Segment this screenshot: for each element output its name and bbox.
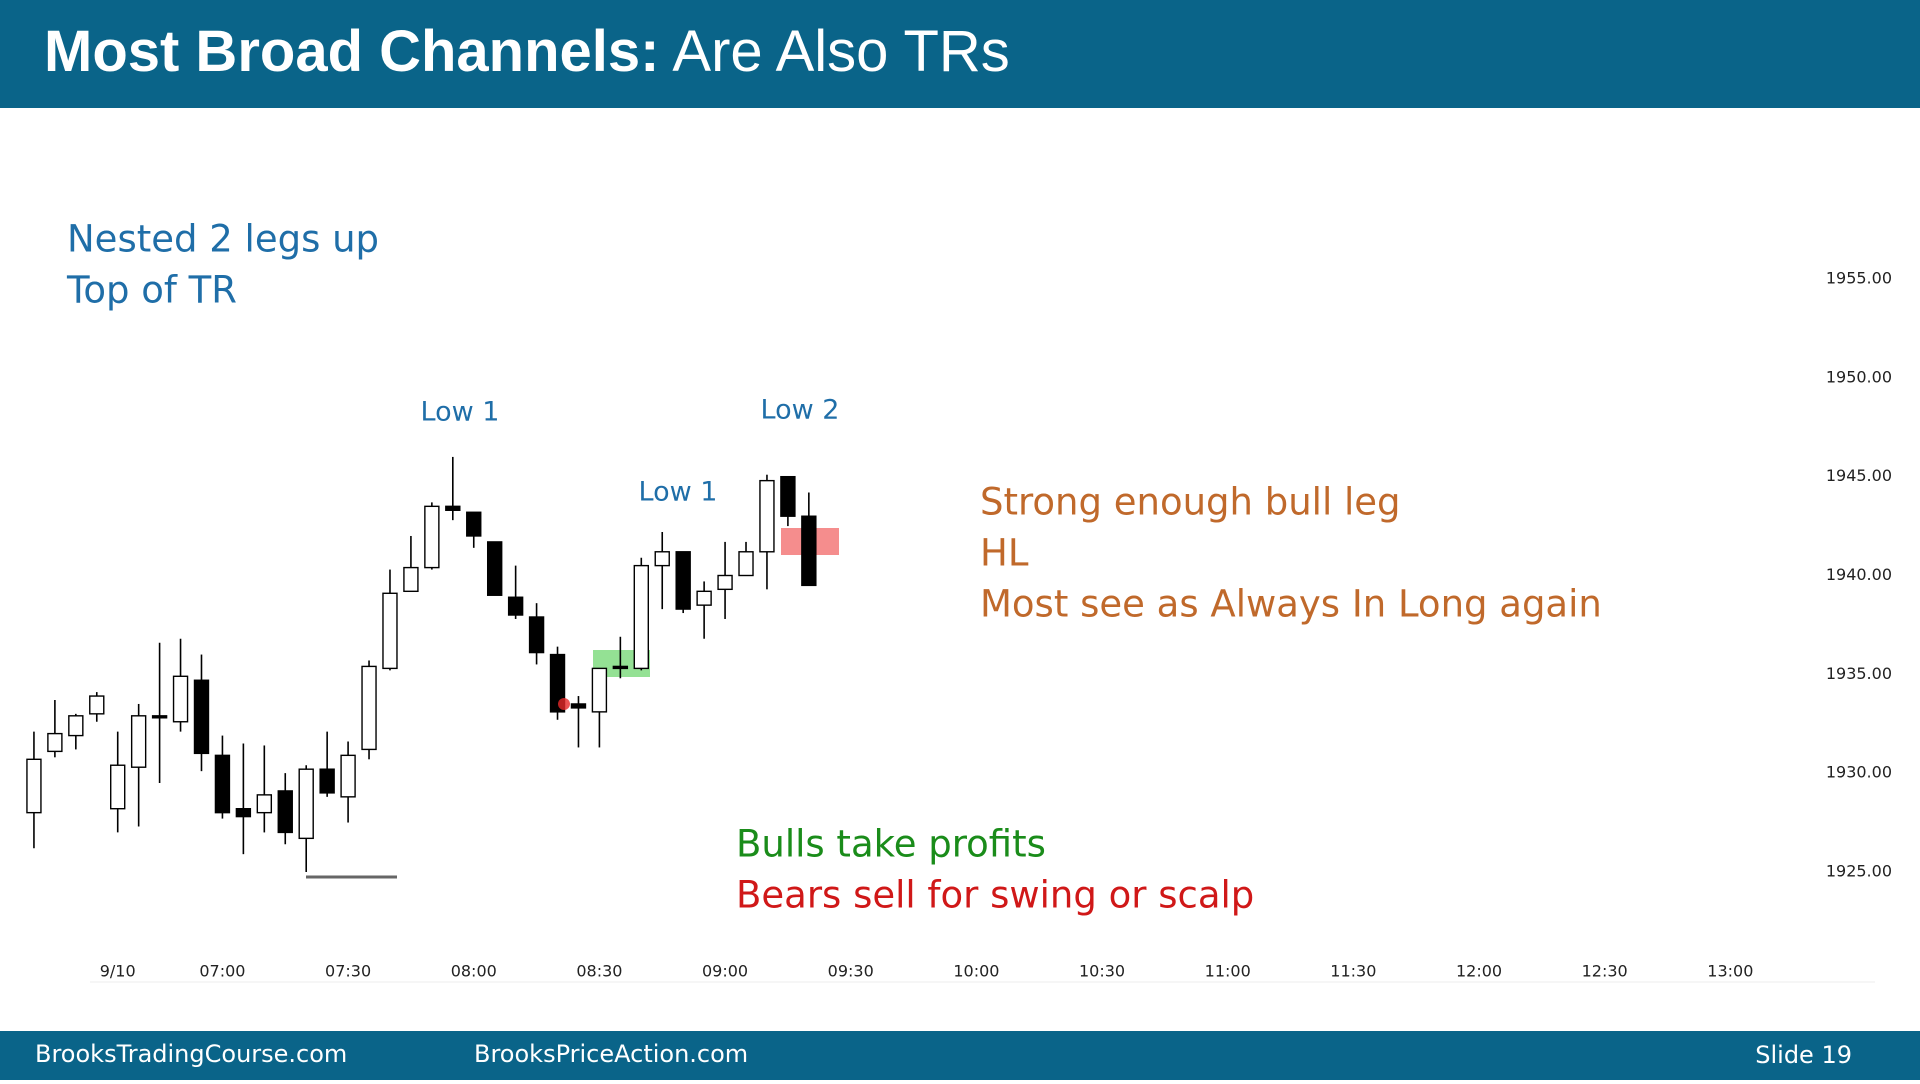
footer-bar	[0, 1031, 1920, 1080]
candle-body	[382, 592, 398, 670]
y-tick-label: 1925.00	[1826, 861, 1892, 880]
y-tick-label: 1940.00	[1826, 565, 1892, 584]
candle-body	[193, 679, 210, 755]
candle-body	[26, 758, 42, 814]
candle-body	[340, 754, 356, 798]
y-tick-label: 1935.00	[1826, 664, 1892, 683]
annotation: Nested 2 legs up	[67, 218, 379, 261]
x-tick-label: 10:00	[953, 962, 999, 981]
candle-body	[486, 541, 503, 596]
header-bar	[0, 0, 1920, 108]
x-tick-label: 12:30	[1582, 962, 1628, 981]
annotation: Strong enough bull leg	[980, 481, 1401, 524]
x-tick-label: 09:00	[702, 962, 748, 981]
y-tick-label: 1945.00	[1826, 466, 1892, 485]
candle-body	[361, 665, 377, 751]
x-tick-label: 07:30	[325, 962, 371, 981]
candle-body	[717, 574, 733, 591]
candle-body	[172, 675, 189, 723]
annotation: Bears sell for swing or scalp	[736, 874, 1254, 917]
footer-middle: BrooksPriceAction.com	[474, 1040, 748, 1068]
y-tick-label: 1930.00	[1826, 763, 1892, 782]
slide-title: Most Broad Channels: Are Also TRs	[44, 19, 1010, 84]
y-tick-label: 1955.00	[1826, 269, 1892, 288]
x-tick-label: 10:30	[1079, 962, 1125, 981]
title-regular: Are Also TRs	[672, 19, 1009, 84]
candle-body	[89, 695, 105, 715]
candle-body	[235, 808, 252, 818]
candle-body	[110, 764, 126, 810]
annotation: Top of TR	[66, 269, 237, 312]
footer-left: BrooksTradingCourse.com	[35, 1040, 347, 1068]
candle-body	[319, 768, 335, 794]
candle-body	[507, 596, 524, 616]
candle-body	[214, 754, 231, 814]
candle-body	[549, 653, 566, 713]
candle-body	[696, 590, 712, 606]
y-tick-label: 1950.00	[1826, 367, 1892, 386]
x-tick-label: 09:30	[828, 962, 874, 981]
candle-body	[130, 715, 147, 768]
candle-body	[591, 667, 608, 713]
x-tick-label: 9/10	[100, 962, 136, 981]
candle-body	[675, 551, 691, 610]
x-tick-label: 13:00	[1707, 962, 1753, 981]
candle-body	[466, 511, 482, 537]
plot: 1925.00 1930.00 1935.00 1940.00 1945.00 1950.…	[26, 218, 1896, 981]
candle-body	[277, 790, 293, 834]
candle-body	[801, 515, 817, 587]
slide-number: Slide 19	[1755, 1041, 1852, 1069]
annotation: Bulls take profits	[736, 823, 1046, 866]
candle-body	[570, 703, 587, 709]
annotation: Low 1	[639, 477, 718, 508]
cursor-dot	[558, 698, 570, 710]
candle-body	[528, 616, 545, 654]
x-tick-label: 11:00	[1205, 962, 1251, 981]
candle-body	[612, 665, 629, 670]
candle-body	[403, 566, 419, 593]
candle-body	[424, 505, 440, 569]
annotation: Most see as Always In Long again	[980, 583, 1602, 626]
candle-body	[780, 475, 796, 517]
candle-body	[633, 564, 649, 670]
x-tick-label: 08:30	[576, 962, 622, 981]
candle-body	[47, 732, 63, 753]
candle-body	[68, 715, 84, 737]
candle-body	[759, 479, 775, 553]
candle-body	[151, 715, 168, 719]
x-tick-label: 11:30	[1330, 962, 1376, 981]
annotation: Low 2	[761, 395, 840, 426]
annotation: HL	[980, 532, 1029, 575]
candle-body	[445, 505, 461, 511]
x-tick-label: 08:00	[451, 962, 497, 981]
title-bold: Most Broad Channels:	[44, 19, 660, 84]
candle-body	[256, 794, 273, 814]
candle-body	[298, 768, 314, 840]
annotation: Low 1	[421, 397, 500, 428]
candle-body	[654, 551, 670, 567]
x-tick-label: 07:00	[199, 962, 245, 981]
candle-body	[738, 551, 754, 577]
x-tick-label: 12:00	[1456, 962, 1502, 981]
